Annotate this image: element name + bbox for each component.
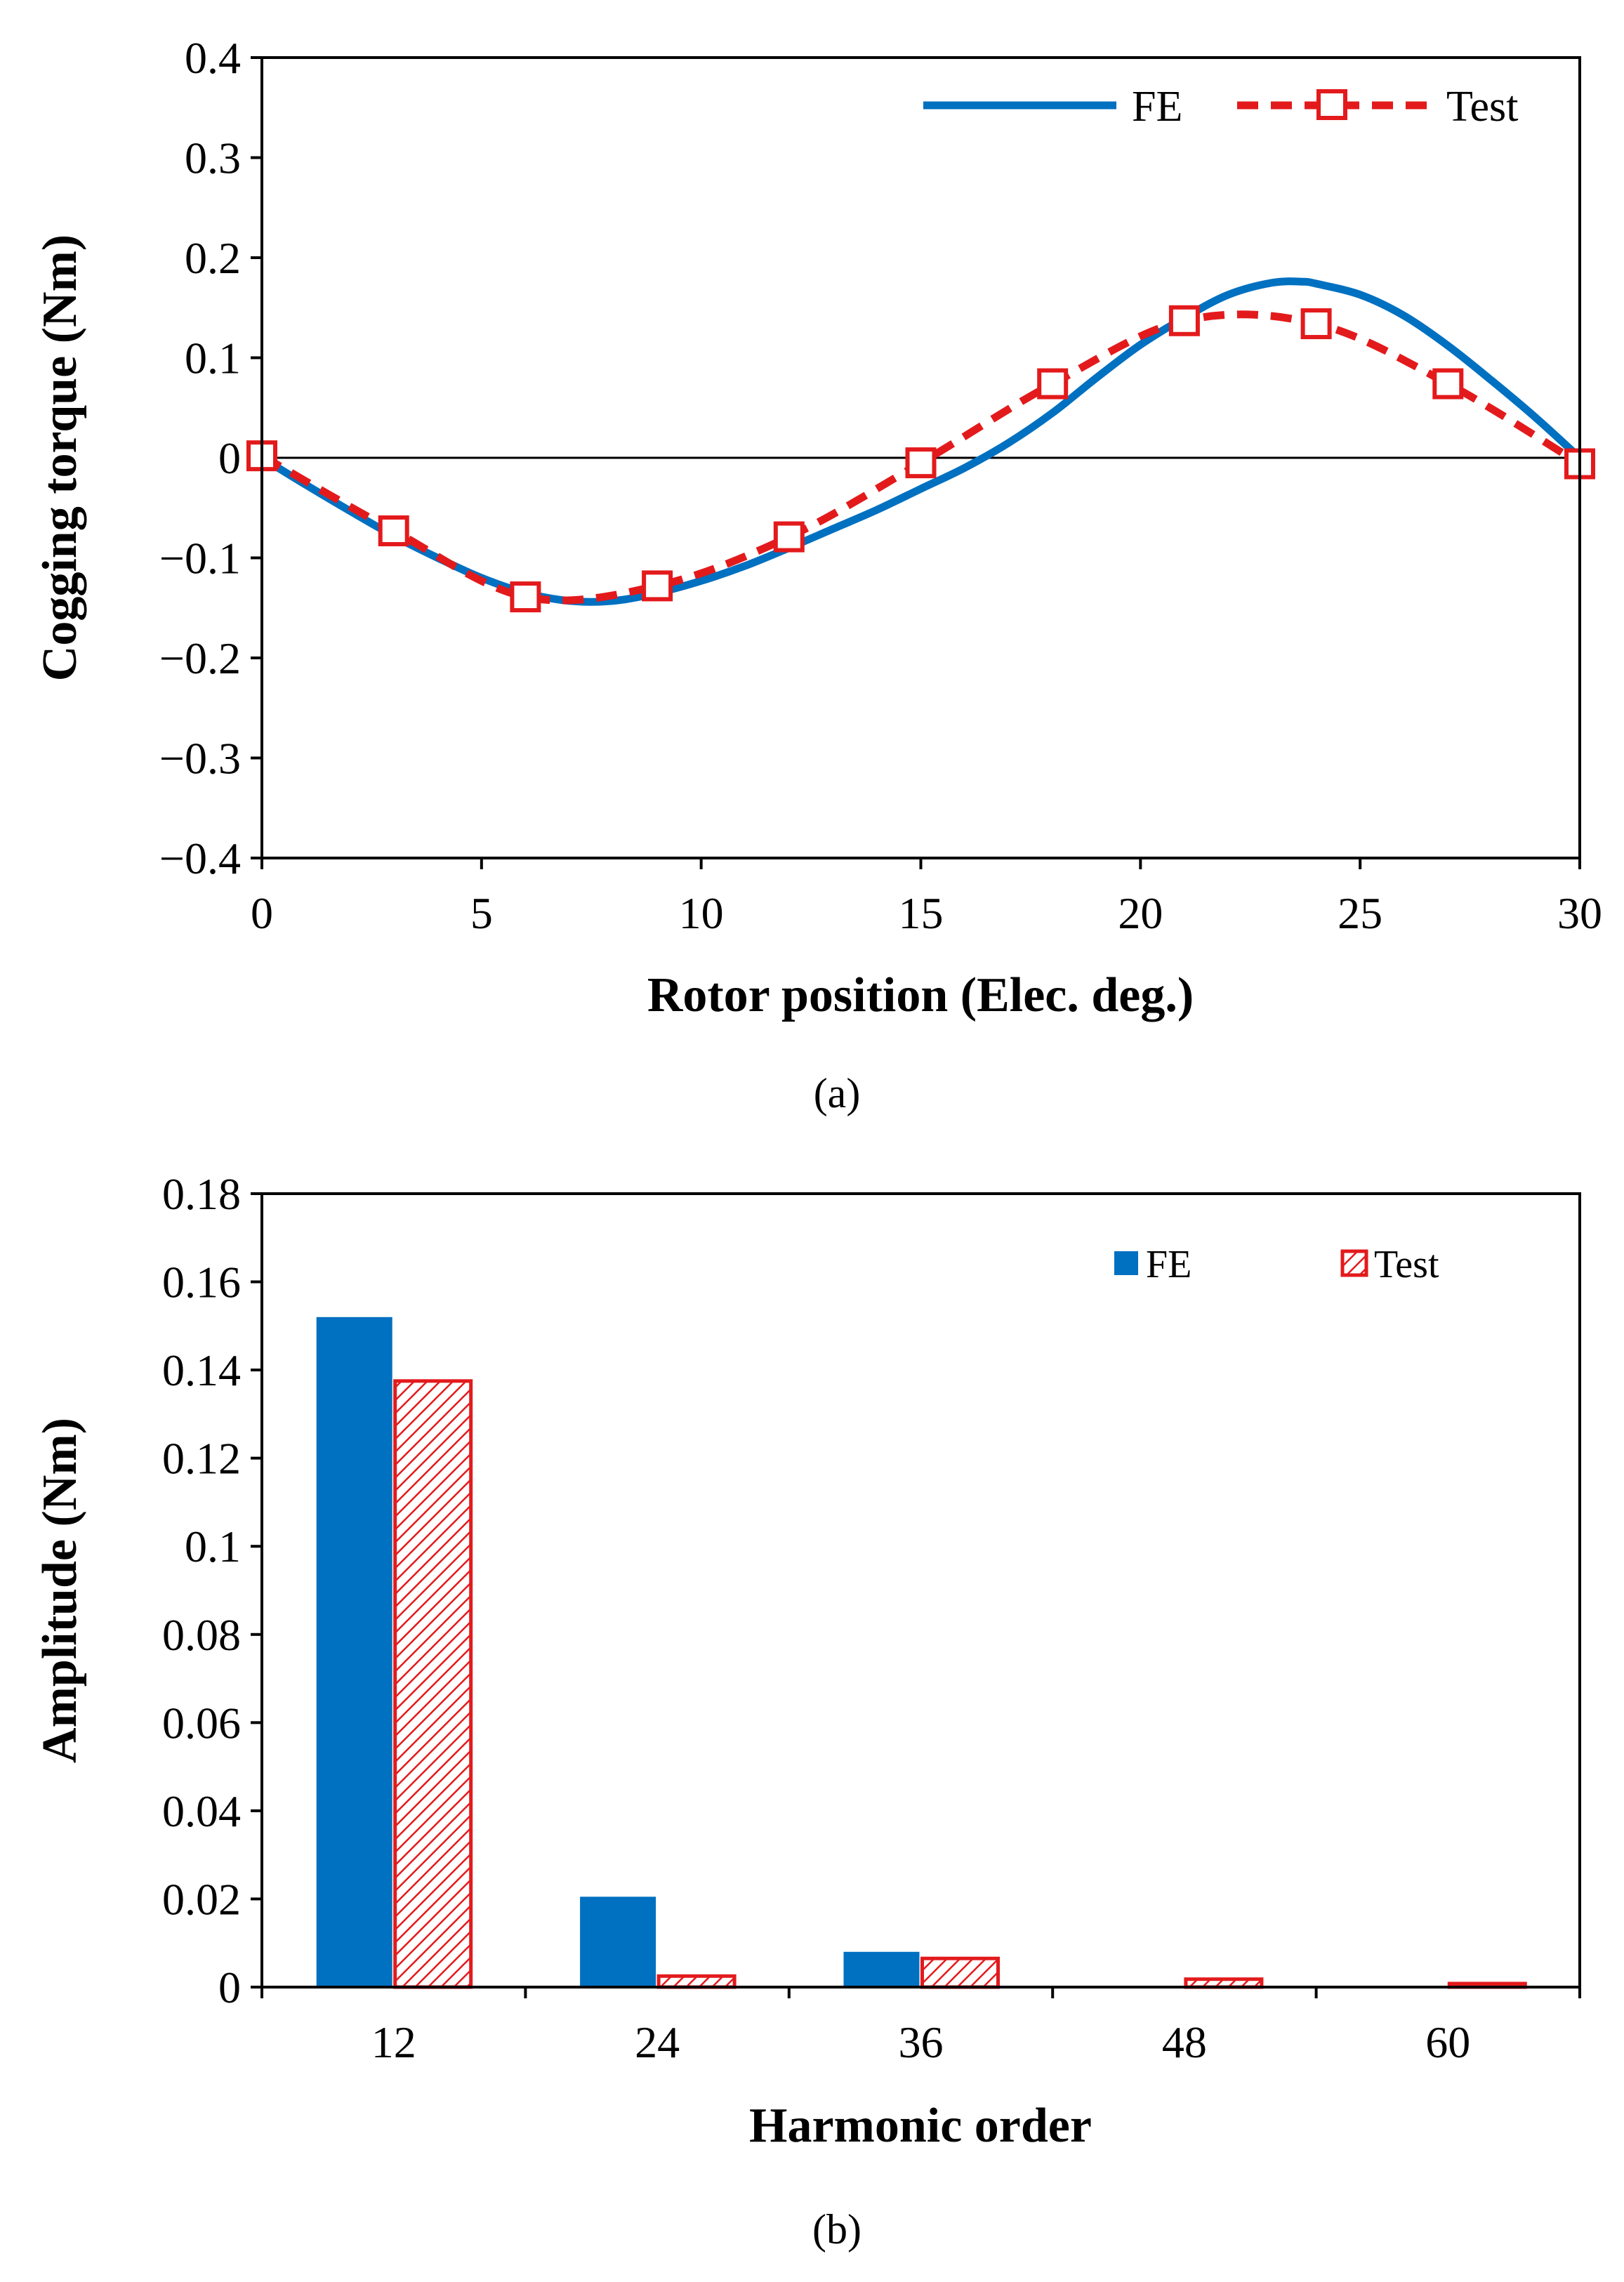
chart-a-cogging-torque: 0.40.30.20.10−0.1−0.2−0.3−0.40 5 10 15 20 25 3… [33, 33, 1602, 1116]
y-tick-label: 0.16 [162, 1258, 241, 1307]
bar-fe-36 [843, 1951, 920, 1987]
y-tick-label: 0.1 [185, 1522, 241, 1571]
chart-b-harmonic-amplitude: 0.18 0.16 0.14 0.12 0.1 0.08 0.06 0.04 0.02 0 12 24… [33, 1169, 1581, 2253]
chart-b-y-axis-label: Amplitude (Nm) [33, 1418, 87, 1763]
y-tick-label: 0.06 [162, 1698, 241, 1748]
legend-fe-label: FE [1132, 83, 1182, 131]
series-line-fe [262, 277, 1580, 606]
data-point-test [510, 581, 541, 613]
legend-test-marker [1316, 89, 1347, 120]
y-tick-label: 0 [218, 1963, 241, 2012]
y-tick-label: −0.2 [159, 633, 241, 683]
x-tick-label: 24 [635, 2017, 680, 2067]
chart-a-x-axis-label: Rotor position (Elec. deg.) [647, 968, 1194, 1022]
x-tick-label: 12 [371, 2017, 416, 2067]
y-tick-label: 0.08 [162, 1610, 241, 1660]
chart-b-legend: FE Test [1114, 1243, 1439, 1286]
chart-a-plot-frame [260, 56, 1581, 859]
chart-b-caption: (b) [812, 2206, 861, 2253]
data-point-test [1432, 368, 1464, 400]
legend-fe-label-b: FE [1146, 1243, 1191, 1286]
x-tick-label: 25 [1338, 888, 1382, 938]
x-tick-label: 15 [899, 888, 944, 938]
y-tick-label: 0.4 [185, 33, 241, 83]
data-point-test [1037, 368, 1069, 400]
data-point-test [773, 521, 805, 553]
y-tick-label: 0.3 [185, 133, 241, 183]
legend-test-label-b: Test [1374, 1243, 1439, 1286]
x-tick-label: 36 [899, 2017, 944, 2067]
x-tick-label: 5 [470, 888, 493, 938]
bar-test-12 [393, 1379, 473, 1989]
y-tick-label: 0.18 [162, 1169, 241, 1219]
data-point-test [642, 570, 673, 602]
chart-a-y-axis-label: Cogging torque (Nm) [33, 235, 87, 681]
y-tick-label: −0.1 [159, 534, 241, 583]
legend-test-label: Test [1446, 83, 1518, 131]
bar-test-24 [656, 1974, 737, 1989]
x-tick-label: 60 [1425, 2017, 1470, 2067]
x-tick-label: 0 [251, 888, 273, 938]
y-tick-label: 0.14 [162, 1345, 241, 1395]
y-tick-label: 0.04 [162, 1786, 241, 1836]
y-tick-label: −0.4 [159, 833, 241, 883]
x-tick-label: 20 [1118, 888, 1163, 938]
bar-test-36 [920, 1956, 1000, 1989]
y-tick-label: 0 [218, 433, 241, 483]
legend-fe-swatch [1114, 1251, 1138, 1275]
data-point-test [905, 447, 937, 479]
x-tick-label: 48 [1162, 2017, 1207, 2067]
chart-a-caption: (a) [814, 1070, 861, 1116]
x-tick-label: 10 [679, 888, 724, 938]
data-point-test [378, 515, 409, 547]
chart-b-plot-frame [260, 1192, 1581, 1988]
chart-a-legend: FE Test [923, 83, 1518, 131]
chart-b-x-axis-label: Harmonic order [749, 2099, 1092, 2153]
bar-fe-24 [580, 1897, 656, 1987]
y-tick-label: 0.2 [185, 233, 241, 283]
y-tick-label: 0.1 [185, 334, 241, 383]
y-tick-label: 0.02 [162, 1874, 241, 1924]
legend-test-swatch [1340, 1249, 1368, 1277]
data-point-test [1300, 308, 1332, 340]
y-tick-label: 0.12 [162, 1434, 241, 1484]
y-tick-label: −0.3 [159, 734, 241, 784]
bar-fe-12 [316, 1317, 392, 1987]
x-tick-label: 30 [1557, 888, 1602, 938]
data-point-test [1168, 305, 1200, 336]
